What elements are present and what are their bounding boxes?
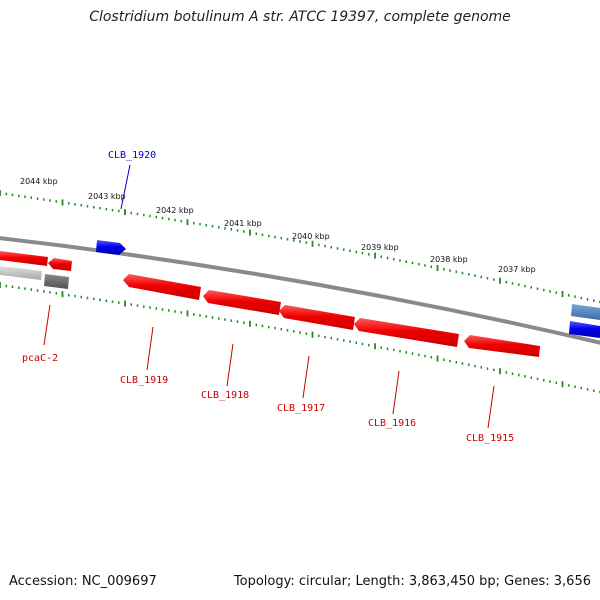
gene-clb-1918[interactable] (203, 290, 281, 315)
scale-label-2044: 2044 kbp (20, 177, 58, 186)
scale-label-2037: 2037 kbp (498, 265, 536, 274)
connector-clb-1918 (226, 343, 234, 387)
connector-clb-1917 (302, 355, 310, 399)
gene-small-red[interactable] (48, 258, 72, 271)
gene-partial-right-steel[interactable] (571, 304, 600, 320)
scale-label-2042: 2042 kbp (156, 206, 194, 215)
connector-clb-1915 (487, 385, 495, 429)
scale-label-2038: 2038 kbp (430, 255, 468, 264)
gene-clb-1915[interactable] (464, 335, 540, 357)
genome-backbone (0, 236, 600, 345)
topology-text: Topology: circular; Length: 3,863,450 bp… (233, 574, 591, 589)
scale-label-2043: 2043 kbp (88, 192, 126, 201)
outer-scale-ticks (0, 190, 600, 304)
scale-label-2040: 2040 kbp (292, 232, 330, 241)
label-clb-1915[interactable]: CLB_1915 (466, 433, 514, 444)
scale-label-2041: 2041 kbp (224, 219, 262, 228)
gene-partial-right-blue[interactable] (569, 321, 600, 338)
label-clb-1920[interactable]: CLB_1920 (108, 150, 156, 161)
gene-partial-left-grey[interactable] (0, 266, 42, 280)
label-clb-1916[interactable]: CLB_1916 (368, 418, 416, 429)
inner-scale-ticks (0, 282, 600, 394)
gene-clb-1920[interactable] (96, 240, 126, 255)
label-clb-1918[interactable]: CLB_1918 (201, 390, 249, 401)
connector-clb-1916 (392, 370, 400, 415)
connector-clb-1919 (146, 326, 154, 371)
accession-text: Accession: NC_009697 (9, 574, 157, 589)
connector-clb-1920 (120, 164, 131, 210)
label-clb-1919[interactable]: CLB_1919 (120, 375, 168, 386)
gene-clb-1917[interactable] (279, 305, 355, 330)
gene-clb-1919[interactable] (123, 274, 201, 300)
label-pcac-2[interactable]: pcaC-2 (22, 353, 58, 364)
map-title: Clostridium botulinum A str. ATCC 19397,… (89, 9, 511, 25)
connector-pcac-2 (43, 304, 51, 346)
gene-partial-left-red[interactable] (0, 251, 48, 266)
label-clb-1917[interactable]: CLB_1917 (277, 403, 325, 414)
gene-clb-1916[interactable] (354, 318, 459, 347)
scale-label-2039: 2039 kbp (361, 243, 399, 252)
gene-pcac-2[interactable] (44, 274, 69, 289)
